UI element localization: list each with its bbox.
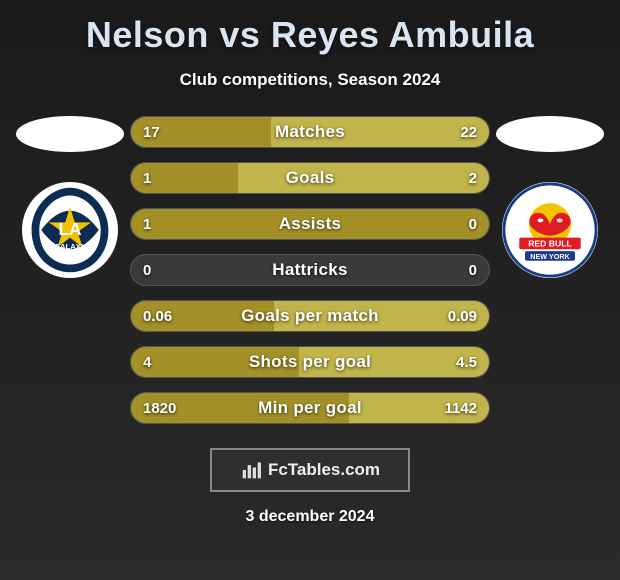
la-galaxy-crest-icon: LA GALAXY	[22, 182, 118, 278]
stat-bar: 1820Min per goal1142	[130, 392, 490, 424]
stat-label: Matches	[131, 117, 489, 147]
right-club-badge: RED BULL NEW YORK	[502, 182, 598, 278]
stat-value-right: 4.5	[456, 347, 477, 377]
footer-brand-text: FcTables.com	[268, 460, 380, 480]
stat-label: Assists	[131, 209, 489, 239]
footer-brand-box[interactable]: FcTables.com	[210, 448, 410, 492]
left-player-avatar	[16, 116, 124, 152]
page-subtitle: Club competitions, Season 2024	[180, 70, 441, 90]
page-title: Nelson vs Reyes Ambuila	[86, 14, 534, 56]
footer-date: 3 december 2024	[246, 508, 375, 526]
stat-value-right: 22	[460, 117, 477, 147]
left-player-col: LA GALAXY	[10, 116, 130, 278]
stat-value-right: 2	[469, 163, 477, 193]
stat-label: Goals per match	[131, 301, 489, 331]
right-player-avatar	[496, 116, 604, 152]
svg-text:NEW YORK: NEW YORK	[530, 252, 570, 261]
bars-icon	[240, 460, 262, 480]
left-club-badge: LA GALAXY	[22, 182, 118, 278]
stat-bar: 17Matches22	[130, 116, 490, 148]
stat-bar: 0.06Goals per match0.09	[130, 300, 490, 332]
stats-column: 17Matches221Goals21Assists00Hattricks00.…	[130, 116, 490, 424]
stat-label: Shots per goal	[131, 347, 489, 377]
stat-bar: 1Assists0	[130, 208, 490, 240]
stat-bar: 4Shots per goal4.5	[130, 346, 490, 378]
comparison-card: Nelson vs Reyes Ambuila Club competition…	[0, 0, 620, 580]
svg-text:RED BULL: RED BULL	[528, 238, 572, 248]
svg-text:GALAXY: GALAXY	[54, 242, 86, 251]
stat-value-right: 0.09	[448, 301, 477, 331]
svg-text:LA: LA	[58, 219, 82, 239]
stat-bar: 0Hattricks0	[130, 254, 490, 286]
body-row: LA GALAXY 17Matches221Goals21Assists00Ha…	[0, 116, 620, 424]
stat-value-right: 0	[469, 209, 477, 239]
stat-value-right: 1142	[444, 393, 477, 423]
stat-label: Min per goal	[131, 393, 489, 423]
stat-value-right: 0	[469, 255, 477, 285]
red-bulls-crest-icon: RED BULL NEW YORK	[502, 182, 598, 278]
stat-label: Hattricks	[131, 255, 489, 285]
right-player-col: RED BULL NEW YORK	[490, 116, 610, 278]
stat-label: Goals	[131, 163, 489, 193]
stat-bar: 1Goals2	[130, 162, 490, 194]
